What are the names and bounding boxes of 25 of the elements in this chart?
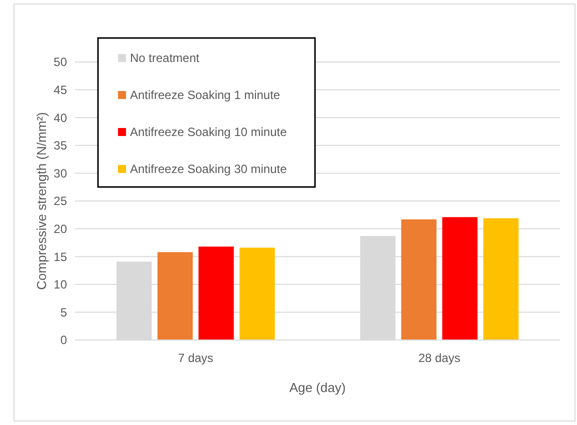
bar [483,218,519,340]
legend-label: No treatment [130,51,200,66]
y-tick-label: 35 [54,138,68,153]
y-tick-label: 10 [54,278,68,292]
legend-label: Antifreeze Soaking 30 minute [130,162,288,176]
y-tick-label: 25 [54,194,68,208]
bar [157,252,193,340]
bar [198,246,234,340]
y-tick-label: 20 [54,222,68,236]
bar [442,217,478,340]
y-tick-label: 40 [54,110,68,125]
y-tick-label: 50 [54,55,68,70]
y-axis-title: Compressive strength (N/mm²) [34,112,49,290]
legend-label: Antifreeze Soaking 1 minute [130,88,280,102]
x-tick-label: 28 days [418,351,460,365]
legend-label: Antifreeze Soaking 10 minute [130,125,288,140]
x-axis-title: Age (day) [289,380,346,395]
y-tick-label: 45 [54,83,68,97]
bar [401,219,436,340]
bar [240,248,275,340]
y-tick-label: 5 [60,305,68,320]
y-tick-label: 15 [54,250,68,264]
x-tick-label: 7 days [178,351,214,365]
y-tick-label: 30 [54,166,68,180]
y-tick-label: 0 [60,333,68,348]
